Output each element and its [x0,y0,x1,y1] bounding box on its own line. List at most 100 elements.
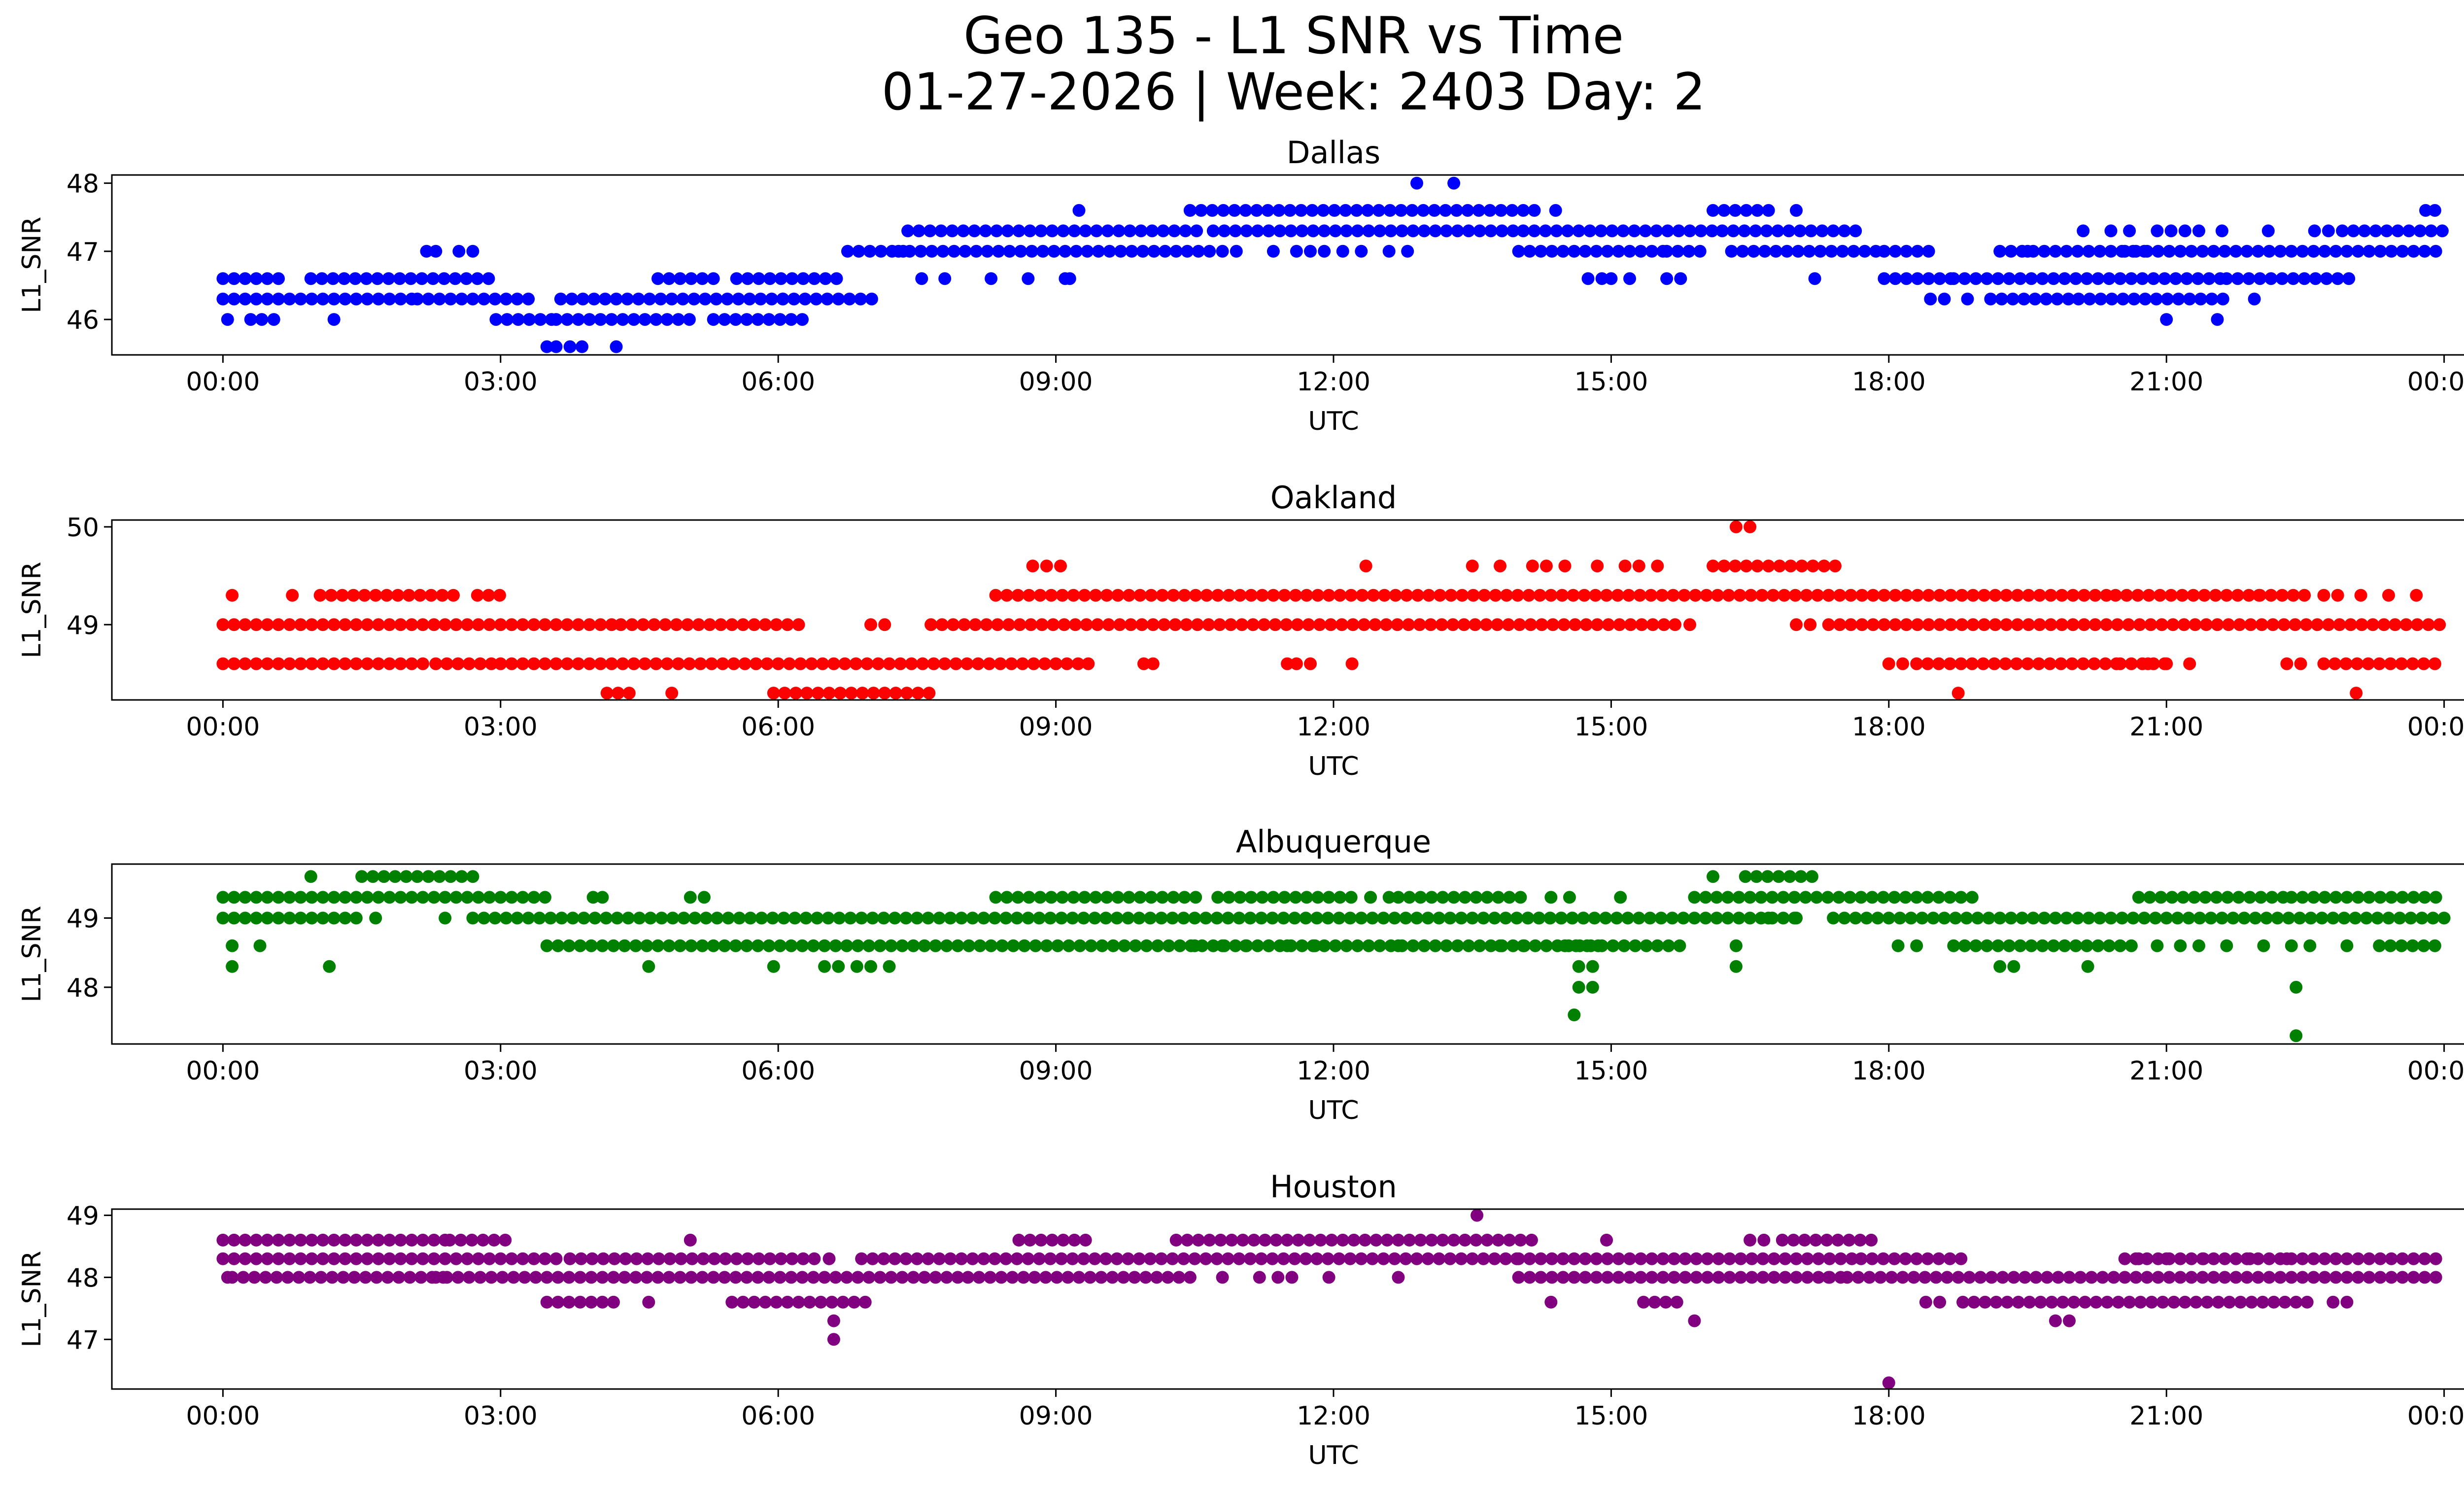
data-point [1512,1271,1525,1284]
data-point [1461,204,1474,217]
data-point [1239,939,1252,952]
data-point [347,589,360,602]
data-point [1095,1271,1108,1284]
data-point [1471,1209,1484,1222]
data-point [1888,1252,1901,1265]
data-point [427,618,441,631]
data-point [439,1252,452,1265]
data-point [878,618,891,631]
data-point [2229,1252,2243,1265]
data-point [1210,1252,1224,1265]
data-point [216,1252,230,1265]
data-point [1211,891,1225,904]
data-point [1256,589,1269,602]
data-point [587,292,601,306]
data-point [2067,1295,2081,1309]
data-point [2139,292,2152,306]
data-point [349,618,363,631]
data-point [1281,939,1294,952]
data-point [294,911,308,925]
data-point [877,911,890,925]
data-point [2205,292,2219,306]
data-point [1304,244,1317,258]
data-point [1111,891,1125,904]
data-point [1483,204,1497,217]
data-point [485,657,498,670]
data-point [1203,1233,1216,1247]
data-point [494,891,507,904]
data-point [1534,1271,1547,1284]
data-point [393,272,407,285]
data-point [947,618,960,631]
data-point [585,1252,599,1265]
data-point [878,687,891,700]
data-point [1040,559,1053,573]
data-point [1233,891,1247,904]
data-point [584,1271,598,1284]
data-point [1767,1252,1780,1265]
data-point [1721,911,1734,925]
data-point [2252,244,2265,258]
data-point [1296,224,1309,238]
data-point [1517,939,1530,952]
data-point [2336,224,2349,238]
data-point [1128,1271,1141,1284]
data-point [1540,559,1553,573]
data-point [1082,657,1095,670]
data-point [1034,224,1048,238]
data-point [2172,292,2185,306]
data-point [488,911,502,925]
data-point [466,911,479,925]
data-point [1640,939,1653,952]
data-point [1157,224,1170,238]
data-point [1779,1271,1792,1284]
data-point [2374,1271,2387,1284]
data-point [2111,618,2124,631]
data-point [1943,891,1956,904]
data-point [1910,657,1923,670]
data-point [2083,292,2096,306]
data-point [1256,891,1269,904]
y-tick-label: 46 [67,306,99,335]
data-point [1943,1252,1956,1265]
data-point [372,891,385,904]
data-point [2362,1271,2376,1284]
data-point [1335,618,1348,631]
data-point [566,911,580,925]
data-point [796,939,809,952]
data-point [1954,657,1968,670]
data-point [1033,891,1047,904]
data-point [776,292,789,306]
y-axis-label: L1_SNR [17,905,47,1002]
data-point [2362,1252,2376,1265]
data-point [1350,204,1363,217]
data-point [2177,891,2190,904]
data-point [687,292,701,306]
data-point [1822,589,1835,602]
data-point [1595,272,1608,285]
data-point [1811,589,1824,602]
data-point [1865,1233,1878,1247]
data-point [227,618,240,631]
data-point [2174,244,2187,258]
data-point [1251,939,1264,952]
data-point [1292,1233,1305,1247]
data-point [614,618,627,631]
data-point [911,687,924,700]
data-point [261,292,274,306]
data-point [394,618,407,631]
data-point [1911,244,1924,258]
data-point [1949,911,1962,925]
data-point [485,1271,498,1284]
data-point [1289,891,1302,904]
data-point [1188,911,1201,925]
data-point [1614,891,1627,904]
data-point [1477,911,1490,925]
data-point [416,1233,429,1247]
data-point [1910,939,1923,952]
data-point [1058,618,1071,631]
data-point [1099,1252,1112,1265]
data-point [551,1295,565,1309]
data-point [675,1252,687,1265]
data-point [2056,1295,2069,1309]
